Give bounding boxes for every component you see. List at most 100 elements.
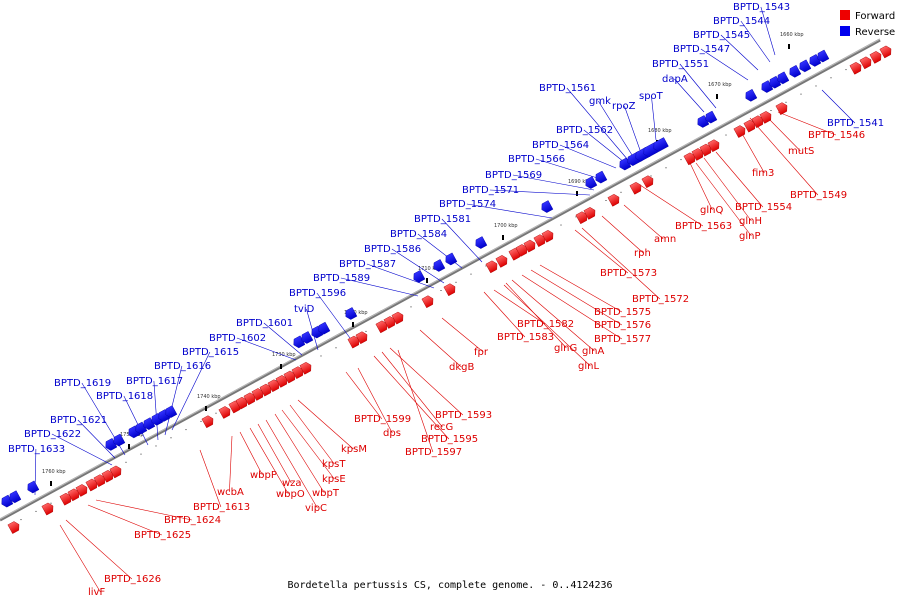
- leader-line: [720, 34, 759, 71]
- tick-label: 1690 kbp: [568, 179, 592, 185]
- reverse-gene: [799, 59, 812, 73]
- leader-line: [639, 184, 704, 227]
- forward-gene: [275, 375, 288, 388]
- forward-gene: [235, 396, 248, 410]
- forward-gene: [93, 474, 106, 487]
- axis-dot: [275, 380, 277, 381]
- leader-line: [366, 263, 435, 289]
- tick-mark: [576, 191, 578, 196]
- reverse-gene: [697, 115, 710, 128]
- leader-line: [65, 519, 133, 580]
- gene-label-dps: dps: [383, 428, 401, 439]
- forward-gene: [41, 502, 54, 516]
- gene-label-bptd-1572: BPTD_1572: [632, 294, 689, 305]
- leader-line: [623, 204, 664, 240]
- reverse-gene: [475, 236, 488, 249]
- forward-gene: [523, 239, 536, 253]
- genome-axis: [0, 38, 881, 522]
- forward-gene: [869, 51, 882, 64]
- reverse-gene: [789, 64, 802, 78]
- tick-mark: [280, 364, 282, 369]
- gene-label-bptd-1543: BPTD_1543: [733, 2, 790, 13]
- leader-line: [164, 365, 183, 436]
- gene-label-glna: glnA: [582, 346, 604, 357]
- leader-line: [512, 174, 595, 191]
- gene-label-wbpp: wbpP: [250, 470, 277, 481]
- leader-line: [715, 151, 764, 208]
- leader-line: [511, 279, 595, 352]
- gene-label-muts: mutS: [788, 146, 814, 157]
- axis-dot: [200, 420, 202, 422]
- tick-label: 1720 kbp: [344, 310, 368, 316]
- axis-dot: [140, 453, 142, 455]
- gene-label-bptd-1596: BPTD_1596: [289, 288, 346, 299]
- forward-gene: [283, 370, 296, 384]
- axis-dot: [800, 93, 802, 95]
- axis-dot: [605, 200, 607, 201]
- gene-label-glnq: glnQ: [700, 205, 723, 216]
- axis-dot: [125, 461, 127, 463]
- reverse-gene: [27, 480, 40, 494]
- reverse-gene: [585, 176, 598, 189]
- gene-label-tvid: tviD: [294, 304, 315, 315]
- reverse-gene: [143, 417, 156, 430]
- leader-line: [601, 215, 644, 254]
- leader-line: [391, 248, 445, 284]
- leader-line: [769, 119, 801, 152]
- legend-reverse-label: Reverse: [855, 27, 895, 38]
- axis-dot: [770, 110, 772, 111]
- axis-dot: [35, 510, 37, 512]
- gene-label-bptd-1569: BPTD_1569: [485, 170, 542, 181]
- leader-line: [503, 284, 591, 367]
- gene-label-bptd-1582: BPTD_1582: [517, 319, 574, 330]
- gene-label-bptd-1576: BPTD_1576: [594, 320, 651, 331]
- reverse-gene: [158, 409, 171, 422]
- tick-label: 1670 kbp: [708, 82, 732, 88]
- gene-label-rpoz: rpoZ: [612, 101, 636, 112]
- forward-gene: [109, 465, 122, 479]
- tick-label: 1740 kbp: [197, 394, 221, 400]
- forward-gene: [733, 125, 746, 138]
- leader-line: [703, 157, 752, 222]
- gene-label-amn: amn: [654, 234, 676, 245]
- tick-label: 1660 kbp: [780, 32, 804, 38]
- gene-label-bptd-1575: BPTD_1575: [594, 307, 651, 318]
- tick-mark: [502, 235, 504, 240]
- gene-label-bptd-1622: BPTD_1622: [24, 429, 81, 440]
- forward-gene: [515, 244, 528, 257]
- gene-label-bptd-1601: BPTD_1601: [236, 318, 293, 329]
- axis-dot: [50, 502, 52, 504]
- leader-line: [539, 264, 623, 313]
- axis-dot: [335, 347, 337, 349]
- gene-label-bptd-1545: BPTD_1545: [693, 30, 750, 41]
- gene-label-wbpo: wbpO: [276, 489, 305, 500]
- gene-label-bptd-1616: BPTD_1616: [154, 361, 211, 372]
- forward-gene: [355, 331, 368, 345]
- gene-label-bptd-1586: BPTD_1586: [364, 244, 421, 255]
- leader-line: [87, 504, 163, 536]
- leader-lines: [34, 6, 856, 593]
- gene-label-bptd-1593: BPTD_1593: [435, 410, 492, 421]
- gene-label-bptd-1563: BPTD_1563: [675, 221, 732, 232]
- gene-label-bptd-1618: BPTD_1618: [96, 391, 153, 402]
- leader-line: [263, 322, 303, 356]
- reverse-gene: [445, 252, 458, 266]
- forward-gene: [85, 478, 98, 492]
- leader-line: [651, 95, 657, 141]
- leader-line: [583, 129, 625, 163]
- leader-line: [760, 6, 776, 56]
- leader-line: [95, 499, 192, 521]
- tick-label: 1760 kbp: [42, 469, 66, 475]
- leader-line: [265, 419, 318, 509]
- forward-gene: [629, 181, 642, 195]
- axis-dot: [485, 265, 487, 267]
- forward-gene: [541, 229, 554, 243]
- reverse-gene: [619, 157, 632, 171]
- axis-dot: [20, 519, 22, 521]
- gene-label-wcba: wcbA: [217, 487, 244, 498]
- leader-line: [397, 349, 434, 453]
- axis-dot: [725, 134, 727, 136]
- gene-label-spot: spoT: [639, 91, 664, 102]
- axis-dot: [170, 437, 172, 439]
- gene-label-kpsm: kpsM: [341, 444, 367, 455]
